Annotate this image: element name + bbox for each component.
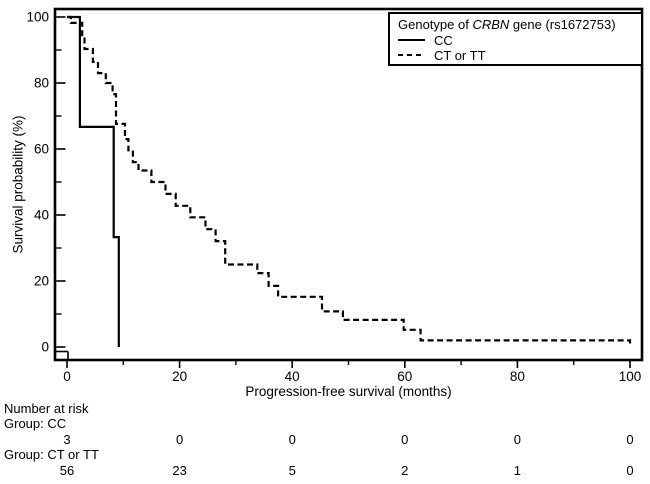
risk-count: 0	[626, 463, 634, 478]
x-tick-label: 40	[285, 369, 300, 384]
risk-count: 0	[401, 432, 409, 447]
risk-count: 23	[172, 463, 187, 478]
risk-count: 5	[288, 463, 296, 478]
risk-count: 2	[401, 463, 409, 478]
legend-row-cc: CC	[398, 32, 641, 48]
y-tick-label: 40	[34, 208, 49, 223]
legend-title-prefix: Genotype of	[398, 17, 473, 32]
y-axis-label: Survival probability (%)	[10, 115, 26, 254]
y-tick-label: 20	[34, 274, 49, 289]
cc-curve	[67, 15, 120, 347]
ct-tt-curve	[67, 15, 632, 347]
y-tick-label: 100	[26, 10, 49, 25]
risk-count: 0	[626, 432, 634, 447]
legend-title: Genotype of CRBN gene (rs1672753)	[398, 17, 641, 32]
risk-count: 3	[63, 432, 71, 447]
km-plot-canvas: 0 20 40 60 80 100 0 20 40 60 80 100	[26, 7, 644, 384]
solid-line-sample	[398, 38, 425, 42]
x-tick-label: 60	[397, 369, 412, 384]
legend-label-ct-tt: CT or TT	[434, 47, 486, 63]
legend-box: Genotype of CRBN gene (rs1672753) CC CT …	[388, 12, 643, 66]
y-tick-label: 0	[41, 340, 49, 355]
y-tick-label: 60	[34, 142, 49, 157]
x-tick-label: 0	[63, 369, 71, 384]
risk-count: 56	[59, 463, 75, 478]
x-tick-label: 80	[510, 369, 525, 384]
x-axis-label: Progression-free survival (months)	[245, 384, 452, 399]
y-tick-label: 80	[34, 76, 49, 91]
legend-gene-name: CRBN	[472, 17, 510, 32]
legend-label-cc: CC	[434, 32, 453, 48]
legend-title-suffix: gene (rs1672753)	[509, 17, 616, 32]
x-tick-label: 100	[619, 369, 642, 384]
risk-count: 0	[288, 432, 296, 447]
risk-table-header: Number at risk	[4, 401, 89, 416]
risk-count: 1	[513, 463, 522, 478]
risk-group-label-cc: Group: CC	[4, 416, 67, 431]
dashed-line-sample	[398, 53, 425, 57]
risk-group-label-ct-tt: Group: CT or TT	[4, 447, 99, 462]
risk-count: 0	[513, 432, 522, 447]
risk-count: 0	[175, 432, 184, 447]
x-tick-label: 20	[172, 369, 187, 384]
legend-row-ct-tt: CT or TT	[398, 47, 641, 63]
